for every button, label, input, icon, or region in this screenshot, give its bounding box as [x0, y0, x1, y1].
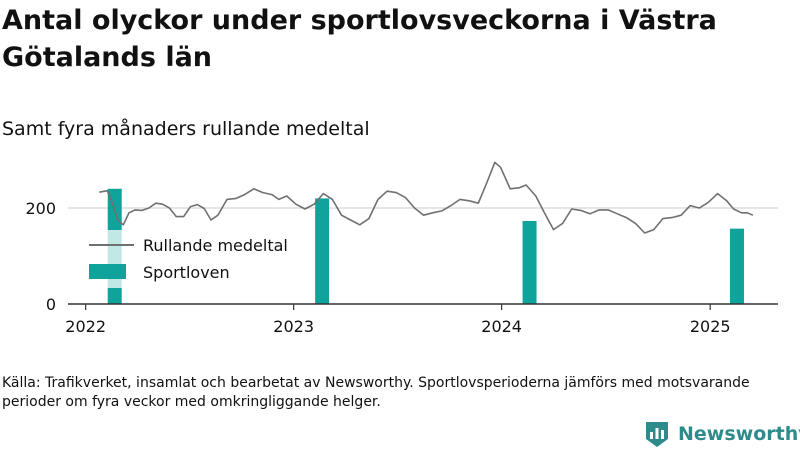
legend-label-line: Rullande medeltal	[143, 236, 288, 255]
y-tick-label: 0	[46, 295, 56, 314]
x-tick-label: 2025	[690, 317, 731, 336]
x-tick-label: 2022	[65, 317, 106, 336]
source-note: Källa: Trafikverket, insamlat och bearbe…	[2, 375, 750, 410]
rolling-average-line	[99, 161, 754, 234]
sportlov-bar	[729, 228, 744, 304]
chart-subtitle: Samt fyra månaders rullande medeltal	[2, 118, 370, 140]
sportlov-bar	[315, 198, 330, 304]
x-tick-label: 2023	[273, 317, 314, 336]
x-tick-label: 2024	[481, 317, 522, 336]
legend: Rullande medeltal Sportloven	[86, 230, 306, 288]
y-tick-label: 200	[25, 199, 56, 218]
chart: Rullande medeltal Sportloven 0 200 2022 202…	[25, 161, 778, 336]
axes: 0 200 2022 2023 2024 2025	[25, 199, 778, 336]
brand-name: Newsworthy	[678, 423, 800, 445]
chart-title: Antal olyckor under sportlovsveckorna i …	[2, 5, 717, 73]
sportlov-bar	[522, 220, 537, 304]
brand: Newsworthy	[644, 419, 800, 449]
newsworthy-logo-icon	[646, 422, 668, 447]
legend-label-bar: Sportloven	[143, 263, 230, 282]
legend-bar-swatch	[89, 264, 126, 279]
rolling-average-series	[99, 161, 754, 234]
